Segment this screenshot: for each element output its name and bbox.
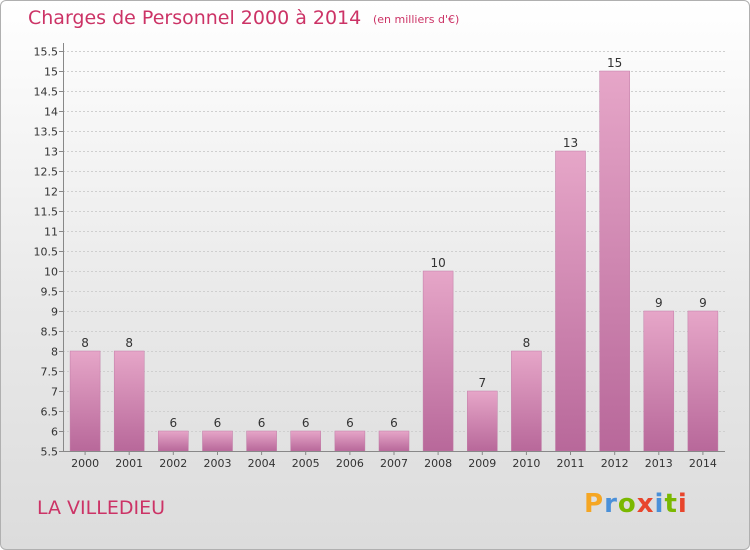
value-label: 8 xyxy=(125,336,133,350)
y-tick-label: 8 xyxy=(51,346,58,359)
x-tick-label: 2010 xyxy=(512,457,540,470)
x-tick-label: 2006 xyxy=(336,457,364,470)
bar-2008 xyxy=(422,270,454,452)
y-tick-label: 15.5 xyxy=(34,46,59,59)
bar-2009 xyxy=(467,390,498,452)
y-axis: 5.5 6 6.5 7 7.5 8 8.5 9 9.5 10 10.5 11 11.5 12 12.5 13 1… xyxy=(34,43,64,459)
x-tick-label: 2011 xyxy=(557,457,585,470)
x-axis: 2000 2001 2002 2003 2004 2005 2006 2007 2008 2009… xyxy=(63,451,725,470)
bar-2011 xyxy=(555,150,586,452)
bar-2013 xyxy=(643,310,675,452)
value-label: 9 xyxy=(699,296,707,310)
bar-2006 xyxy=(334,430,366,452)
y-tick-label: 11.5 xyxy=(34,206,59,219)
bar-2012 xyxy=(599,70,630,452)
value-label: 6 xyxy=(169,416,177,430)
x-tick-label: 2003 xyxy=(204,457,232,470)
x-tick-label: 2004 xyxy=(248,457,276,470)
x-tick-label: 2012 xyxy=(601,457,629,470)
place-name: LA VILLEDIEU xyxy=(37,497,165,519)
value-label: 13 xyxy=(563,136,578,150)
y-tick-label: 15 xyxy=(44,66,58,79)
y-tick-label: 7 xyxy=(51,386,58,399)
value-label: 8 xyxy=(523,336,531,350)
y-tick-label: 14 xyxy=(44,106,58,119)
value-label: 6 xyxy=(214,416,222,430)
y-tick-label: 7.5 xyxy=(41,366,59,379)
bars: 8 8 6 6 6 6 6 6 10 7 8 13 15 9 9 xyxy=(69,56,719,452)
logo-letter: r xyxy=(604,489,618,519)
logo-letter: t xyxy=(664,489,678,519)
y-tick-label: 14.5 xyxy=(34,86,59,99)
bar-2014 xyxy=(687,310,719,452)
y-tick-label: 5.5 xyxy=(41,446,59,459)
bar-2007 xyxy=(378,430,410,452)
logo-letter: o xyxy=(617,489,637,519)
bar-2010 xyxy=(511,350,542,452)
value-label: 10 xyxy=(430,256,445,270)
bar-2001 xyxy=(113,350,145,452)
value-label: 9 xyxy=(655,296,663,310)
value-label: 15 xyxy=(607,56,622,70)
x-tick-label: 2001 xyxy=(115,457,143,470)
value-label: 6 xyxy=(346,416,354,430)
y-tick-label: 10.5 xyxy=(34,246,59,259)
value-label: 6 xyxy=(258,416,266,430)
x-tick-label: 2013 xyxy=(645,457,673,470)
y-tick-label: 6 xyxy=(51,426,58,439)
y-tick-label: 10 xyxy=(44,266,58,279)
logo-letter: x xyxy=(636,489,655,519)
chart-title: Charges de Personnel 2000 à 2014 xyxy=(28,7,362,29)
x-tick-label: 2014 xyxy=(689,457,717,470)
bar-2004 xyxy=(246,430,277,452)
proxiti-logo[interactable]: Proxiti xyxy=(584,489,688,519)
bar-2002 xyxy=(158,430,189,452)
y-tick-label: 11 xyxy=(44,226,58,239)
value-label: 6 xyxy=(302,416,310,430)
x-tick-label: 2008 xyxy=(424,457,452,470)
x-tick-label: 2007 xyxy=(380,457,408,470)
logo-letter: P xyxy=(584,489,605,519)
x-tick-label: 2009 xyxy=(468,457,496,470)
y-tick-label: 12 xyxy=(44,186,58,199)
bar-2000 xyxy=(69,350,101,452)
chart-subtitle: (en milliers d'€) xyxy=(373,13,460,26)
x-tick-label: 2000 xyxy=(71,457,99,470)
y-tick-label: 13 xyxy=(44,146,58,159)
bar-2003 xyxy=(202,430,233,452)
y-tick-label: 9.5 xyxy=(41,286,59,299)
logo-letter: i xyxy=(654,489,665,519)
value-label: 7 xyxy=(478,376,486,390)
y-tick-label: 12.5 xyxy=(34,166,59,179)
value-label: 8 xyxy=(81,336,89,350)
bar-2005 xyxy=(290,430,321,452)
y-tick-label: 13.5 xyxy=(34,126,59,139)
y-tick-label: 6.5 xyxy=(41,406,59,419)
x-tick-label: 2005 xyxy=(292,457,320,470)
y-tick-label: 8.5 xyxy=(41,326,59,339)
value-label: 6 xyxy=(390,416,398,430)
x-tick-label: 2002 xyxy=(159,457,187,470)
y-tick-label: 9 xyxy=(51,306,58,319)
logo-letter: i xyxy=(677,489,688,519)
